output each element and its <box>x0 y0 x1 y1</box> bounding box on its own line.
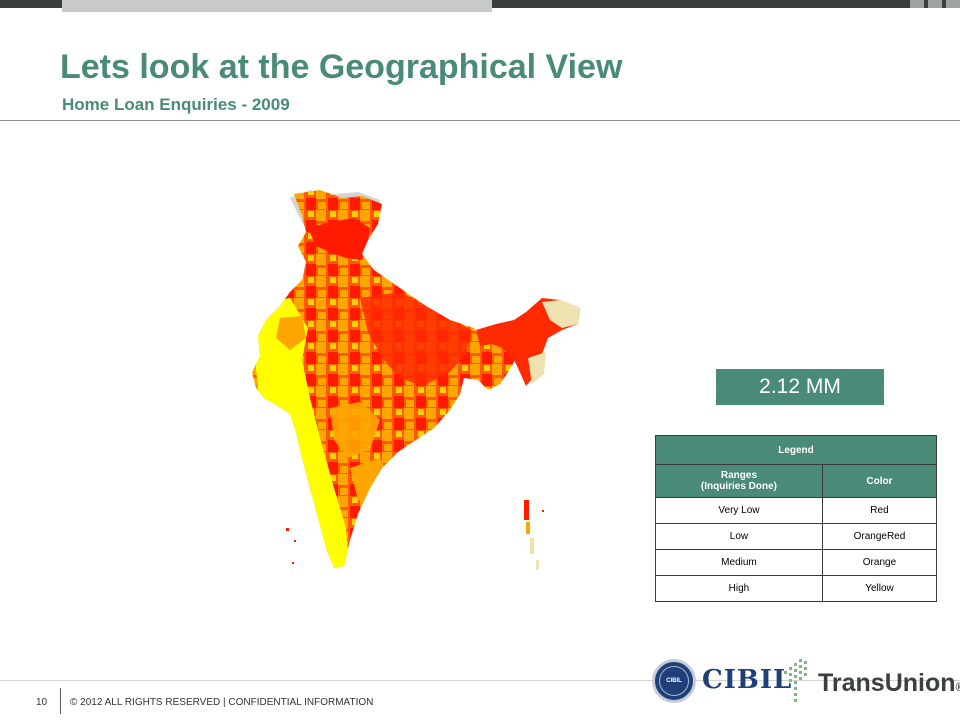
legend-color-header: Color <box>821 464 938 498</box>
page-title: Lets look at the Geographical View <box>60 48 623 86</box>
logo-group: CIBIL CIBIL TransUnion® <box>652 655 960 711</box>
legend-range-cell: Low <box>655 523 823 550</box>
transunion-registered: ® <box>955 680 960 694</box>
legend-header-row: Legend <box>655 435 937 465</box>
legend-color-cell: Yellow <box>821 575 938 602</box>
page-subtitle: Home Loan Enquiries - 2009 <box>62 95 290 114</box>
transunion-logo-text: TransUnion® <box>818 669 960 698</box>
legend-range-cell: High <box>655 575 823 602</box>
cibil-logo-text: CIBIL <box>702 665 793 695</box>
legend-row: High Yellow <box>655 575 938 602</box>
legend-ranges-header-line2: (Inquiries Done) <box>700 481 778 492</box>
india-map <box>252 190 580 570</box>
legend-row: Very Low Red <box>655 497 938 524</box>
top-bar-blocks <box>906 0 960 8</box>
legend-color-cell: Red <box>821 497 938 524</box>
footer-copyright: © 2012 ALL RIGHTS RESERVED | CONFIDENTIA… <box>70 697 374 708</box>
transunion-trans: Trans <box>818 669 885 697</box>
transunion-union: Union <box>884 669 956 697</box>
legend-color-cell: OrangeRed <box>821 523 938 550</box>
legend-table: Legend Ranges (Inquiries Done) Color Ver… <box>655 435 938 602</box>
legend-color-cell: Orange <box>821 549 938 576</box>
legend-title: Legend <box>655 435 937 465</box>
page-number: 10 <box>36 697 48 708</box>
legend-ranges-header-line1: Ranges <box>720 470 758 481</box>
footer-separator <box>60 688 61 714</box>
total-enquiries-badge: 2.12 MM <box>716 369 884 405</box>
legend-row: Low OrangeRed <box>655 523 938 550</box>
legend-row: Medium Orange <box>655 549 938 576</box>
cibil-seal-ring: CIBIL <box>659 666 689 696</box>
top-bar-accent <box>62 0 492 12</box>
legend-range-cell: Very Low <box>655 497 823 524</box>
legend-column-headers: Ranges (Inquiries Done) Color <box>655 464 938 498</box>
cibil-seal-text: CIBIL <box>666 678 682 684</box>
transunion-mark-icon <box>784 659 807 702</box>
legend-range-cell: Medium <box>655 549 823 576</box>
title-divider <box>0 120 960 121</box>
legend-ranges-header: Ranges (Inquiries Done) <box>655 464 823 498</box>
cibil-seal-logo: CIBIL <box>652 659 696 703</box>
footer-divider <box>0 680 960 681</box>
